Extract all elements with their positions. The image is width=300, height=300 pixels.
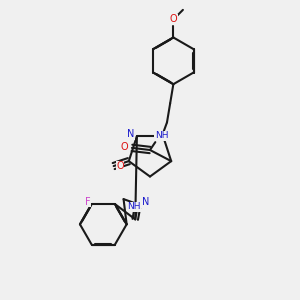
Text: N: N: [127, 129, 134, 139]
Text: NH: NH: [155, 131, 168, 140]
Text: O: O: [169, 14, 177, 24]
Text: F: F: [85, 197, 90, 207]
Text: O: O: [121, 142, 128, 152]
Text: O: O: [116, 161, 124, 171]
Text: NH: NH: [128, 202, 141, 211]
Text: N: N: [142, 197, 149, 207]
